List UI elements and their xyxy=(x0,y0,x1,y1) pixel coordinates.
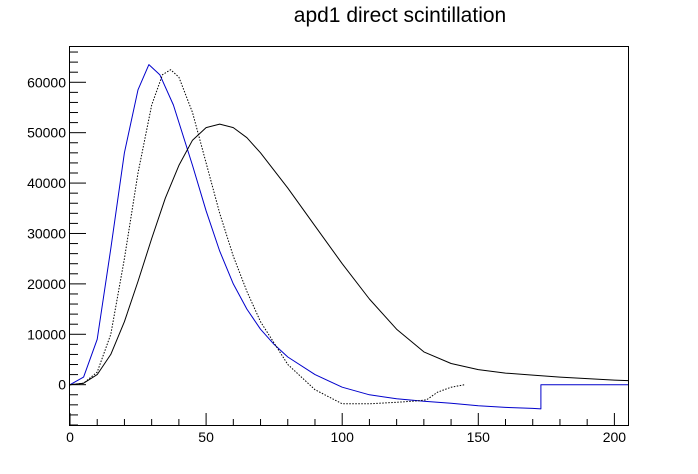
series-line-2 xyxy=(69,69,465,405)
plot-frame xyxy=(69,46,629,426)
y-tick-label: 30000 xyxy=(27,225,66,241)
tick-labels: 0 50 100 150 200 0 10000 20000 30000 40000 50000 60… xyxy=(27,74,626,445)
series-line-3 xyxy=(69,123,629,386)
series-group xyxy=(69,64,629,410)
chart-title: apd1 direct scintillation xyxy=(294,4,506,27)
x-tick-label: 0 xyxy=(66,429,74,445)
series-line-1 xyxy=(69,64,628,410)
x-tick-label: 100 xyxy=(331,429,355,445)
y-tick-label: 50000 xyxy=(27,125,66,141)
x-tick-label: 200 xyxy=(603,429,627,445)
x-tick-label: 150 xyxy=(467,429,491,445)
y-tick-label: 60000 xyxy=(27,74,66,90)
y-tick-label: 20000 xyxy=(27,276,66,292)
x-tick-label: 50 xyxy=(198,429,214,445)
y-tick-label: 0 xyxy=(58,377,66,393)
y-tick-label: 40000 xyxy=(27,175,66,191)
y-tick-label: 10000 xyxy=(27,326,66,342)
axis-ticks xyxy=(69,51,615,426)
